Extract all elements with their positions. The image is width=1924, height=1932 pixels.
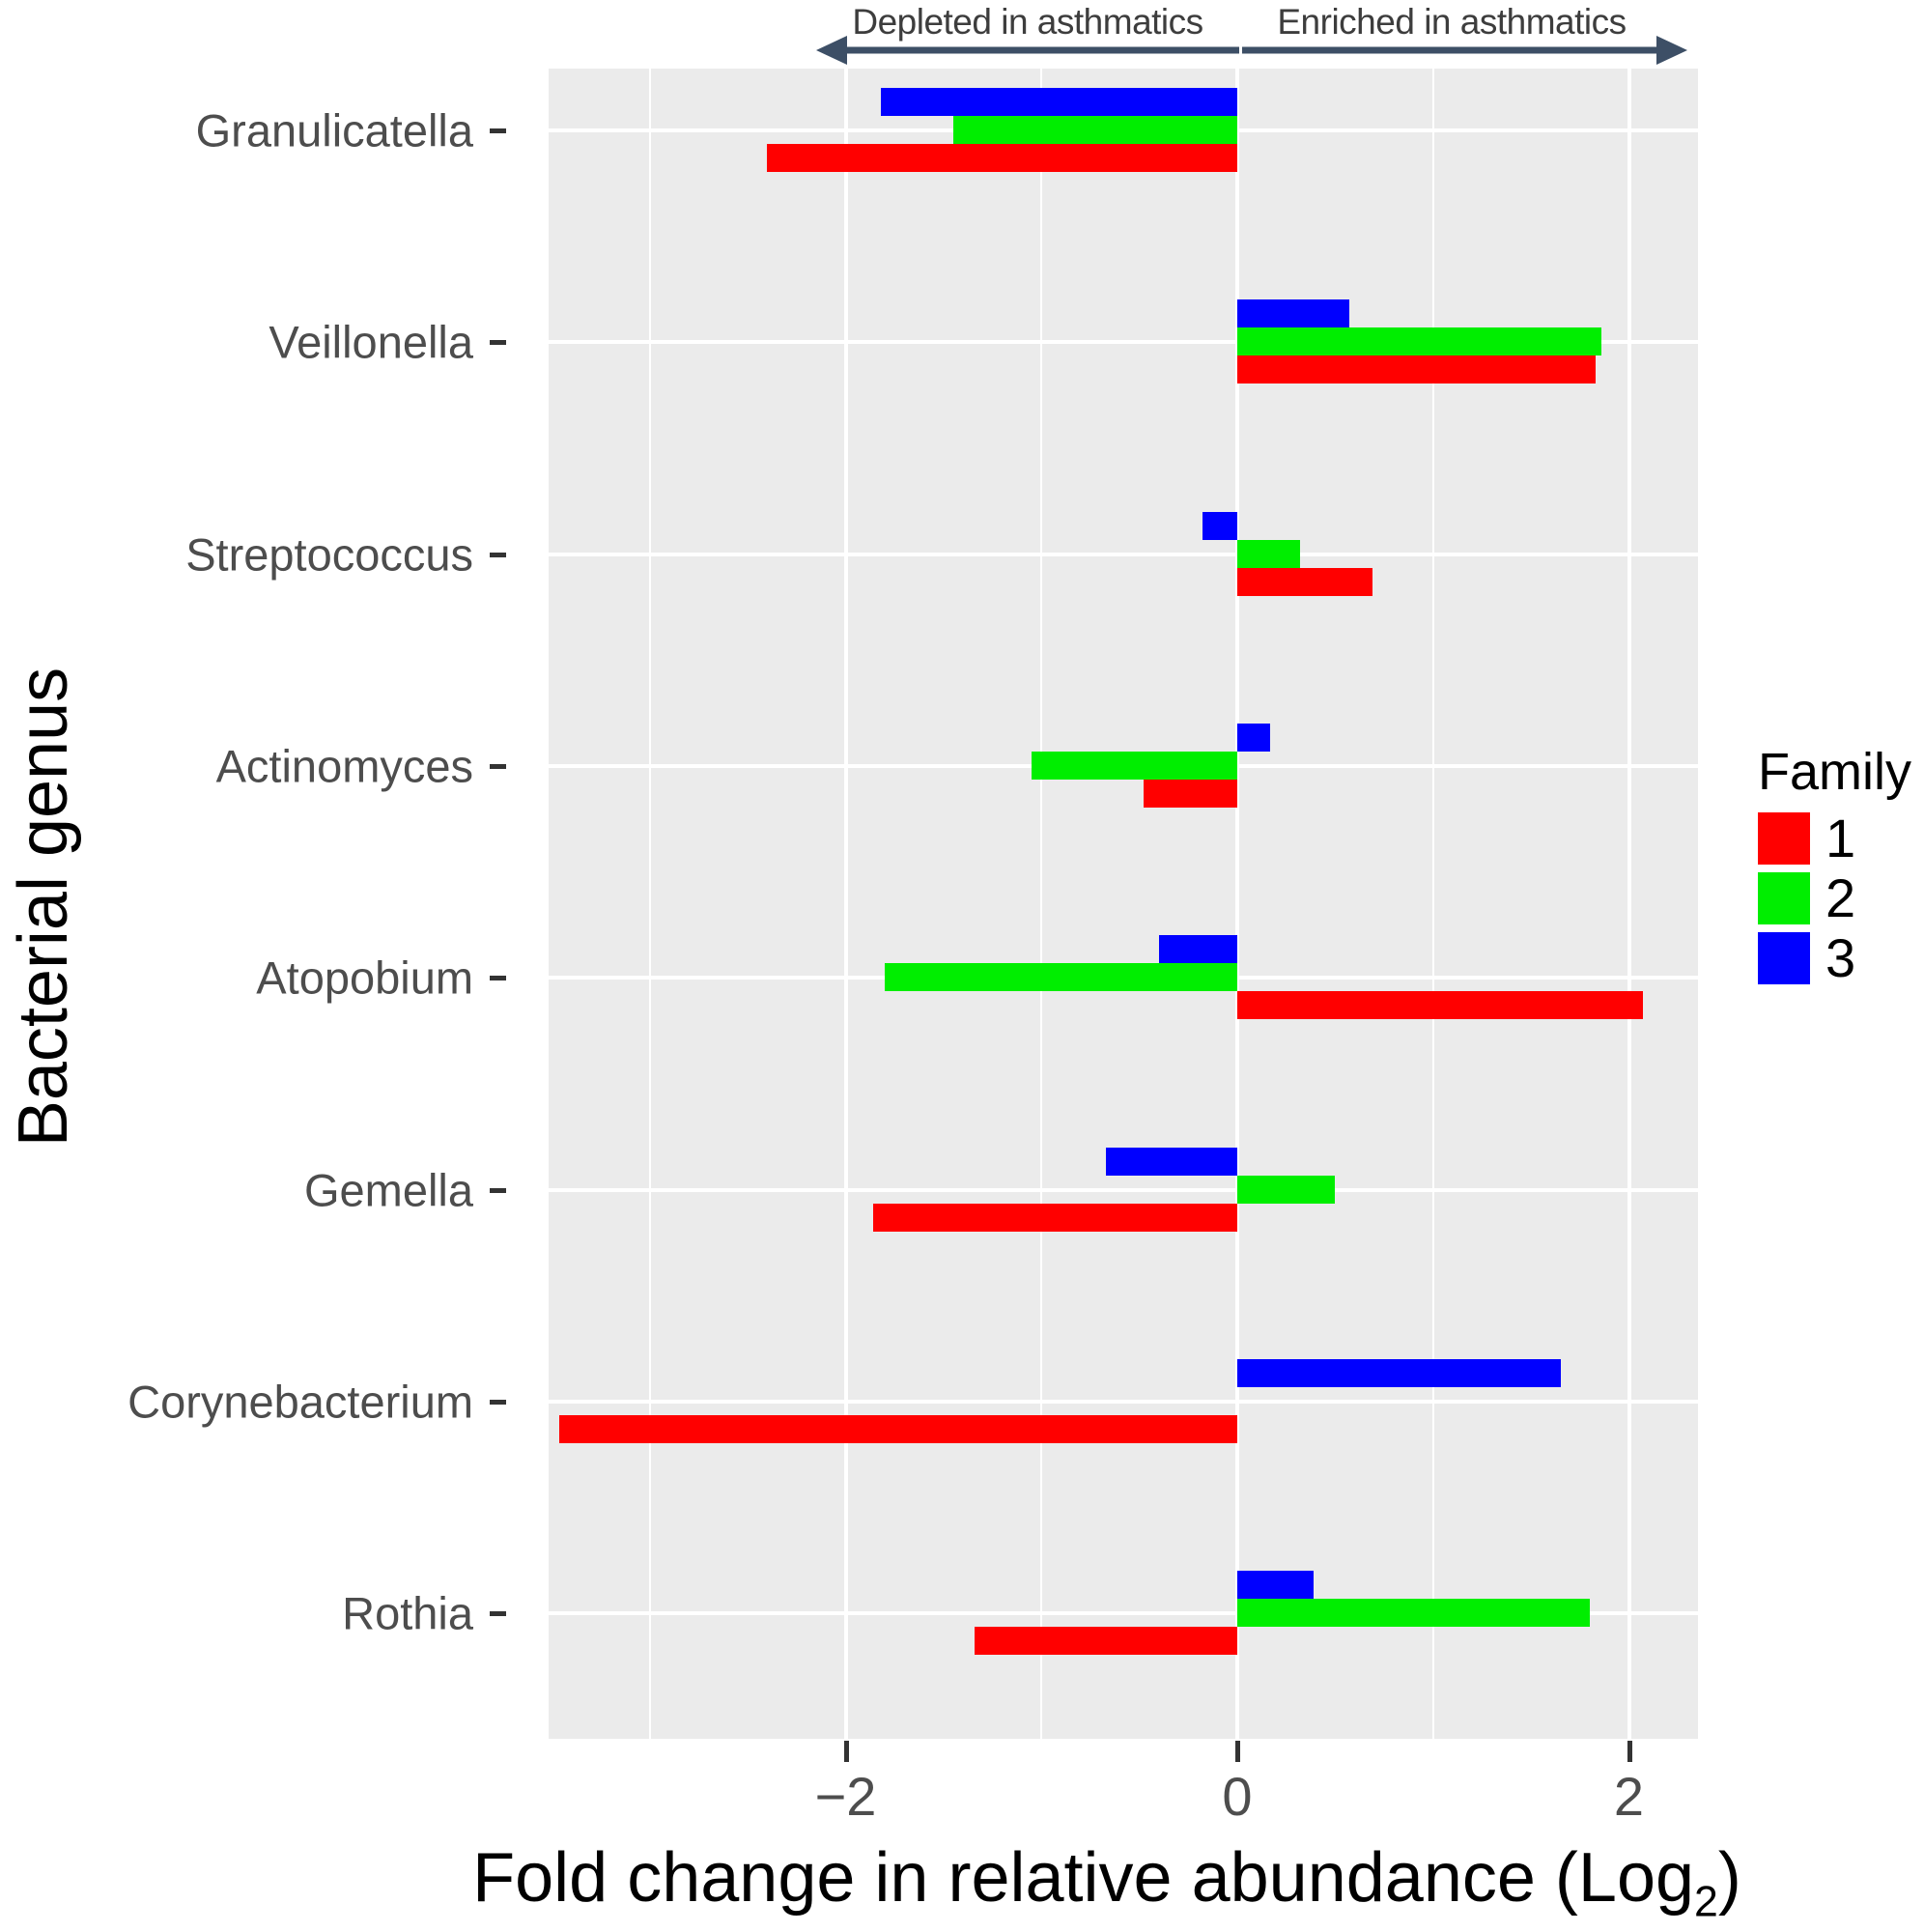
x-axis-title-suffix: ) [1717, 1839, 1741, 1917]
x-axis-tick-label-2: 2 [1613, 1766, 1645, 1827]
bar-actinomyces-family2 [1032, 751, 1237, 780]
y-axis-tick-rothia [490, 1611, 506, 1617]
h-gridline-veillonella [549, 340, 1698, 345]
bar-gemella-family1 [872, 1203, 1237, 1232]
h-gridline-streptococcus [549, 552, 1698, 556]
y-axis-tick-atopobium [490, 976, 506, 981]
bar-veillonella-family3 [1237, 299, 1349, 328]
bar-corynebacterium-family3 [1237, 1358, 1561, 1387]
v-gridline-minor--3 [648, 69, 651, 1739]
x-axis-tick-0 [1235, 1741, 1240, 1762]
v-gridline-minor-1 [1431, 69, 1434, 1739]
x-axis-title-text: Fold change in relative abundance (Log [472, 1839, 1695, 1917]
h-gridline-rothia [549, 1611, 1698, 1616]
bar-rothia-family1 [975, 1627, 1237, 1656]
y-axis-label-granulicatella: Granulicatella [195, 104, 473, 156]
v-gridline-major-0 [1235, 69, 1239, 1739]
legend-swatch-red [1758, 812, 1810, 865]
bar-streptococcus-family3 [1202, 511, 1237, 540]
enriched-annotation-label: Enriched in asthmatics [1277, 2, 1627, 42]
legend-label: 2 [1825, 867, 1856, 928]
y-axis-tick-actinomyces [490, 763, 506, 769]
y-axis-label-atopobium: Atopobium [256, 952, 473, 1004]
bar-atopobium-family1 [1237, 991, 1643, 1020]
y-axis-label-corynebacterium: Corynebacterium [127, 1376, 473, 1428]
legend-swatch-green [1758, 872, 1810, 924]
bar-gemella-family3 [1106, 1147, 1237, 1176]
x-axis-tick--2 [843, 1741, 849, 1762]
bar-streptococcus-family1 [1237, 567, 1372, 596]
y-axis-label-veillonella: Veillonella [269, 316, 473, 368]
x-axis-title: Fold change in relative abundance (Log2) [472, 1843, 1741, 1923]
y-axis-label-rothia: Rothia [342, 1587, 473, 1639]
legend-item-family-1: 1 [1758, 811, 1911, 866]
y-axis-label-streptococcus: Streptococcus [185, 528, 473, 581]
v-gridline-minor--1 [1040, 69, 1043, 1739]
bar-granulicatella-family2 [953, 116, 1237, 144]
legend-label: 3 [1825, 927, 1856, 988]
legend-label: 1 [1825, 808, 1856, 868]
bar-corynebacterium-family1 [559, 1414, 1237, 1443]
bar-granulicatella-family1 [767, 144, 1237, 172]
y-axis-tick-corynebacterium [490, 1399, 506, 1405]
bar-rothia-family3 [1237, 1571, 1315, 1600]
v-gridline-major--2 [843, 69, 848, 1739]
y-axis-label-gemella: Gemella [303, 1164, 473, 1215]
legend-item-family-2: 2 [1758, 871, 1911, 925]
depleted-annotation-label: Depleted in asthmatics [852, 2, 1203, 42]
y-axis-tick-streptococcus [490, 552, 506, 557]
bar-granulicatella-family3 [880, 88, 1237, 116]
y-axis-title: Bacterial genus [5, 667, 82, 1148]
x-axis-tick-label-0: 0 [1222, 1766, 1253, 1827]
bar-veillonella-family1 [1237, 355, 1597, 384]
v-gridline-major-2 [1627, 69, 1631, 1739]
x-axis-title-subscript: 2 [1694, 1878, 1718, 1926]
bar-actinomyces-family3 [1237, 723, 1271, 752]
h-gridline-gemella [549, 1187, 1698, 1192]
x-axis-tick-2 [1627, 1741, 1632, 1762]
y-axis-tick-veillonella [490, 340, 506, 346]
x-axis-tick-label--2: −2 [814, 1766, 877, 1827]
bar-actinomyces-family1 [1143, 779, 1237, 808]
legend: Family 1 2 3 [1758, 746, 1911, 991]
bar-rothia-family2 [1237, 1599, 1590, 1628]
legend-item-family-3: 3 [1758, 931, 1911, 985]
y-axis-label-actinomyces: Actinomyces [215, 740, 473, 792]
y-axis-tick-gemella [490, 1187, 506, 1193]
y-axis-tick-granulicatella [490, 128, 506, 133]
h-gridline-corynebacterium [549, 1399, 1698, 1404]
bar-atopobium-family3 [1158, 935, 1237, 964]
legend-swatch-blue [1758, 932, 1810, 984]
bar-atopobium-family2 [885, 963, 1237, 992]
bar-veillonella-family2 [1237, 327, 1602, 356]
plot-panel [549, 69, 1698, 1739]
legend-title: Family [1758, 743, 1911, 801]
bar-gemella-family2 [1237, 1175, 1336, 1204]
bar-streptococcus-family2 [1237, 539, 1300, 568]
